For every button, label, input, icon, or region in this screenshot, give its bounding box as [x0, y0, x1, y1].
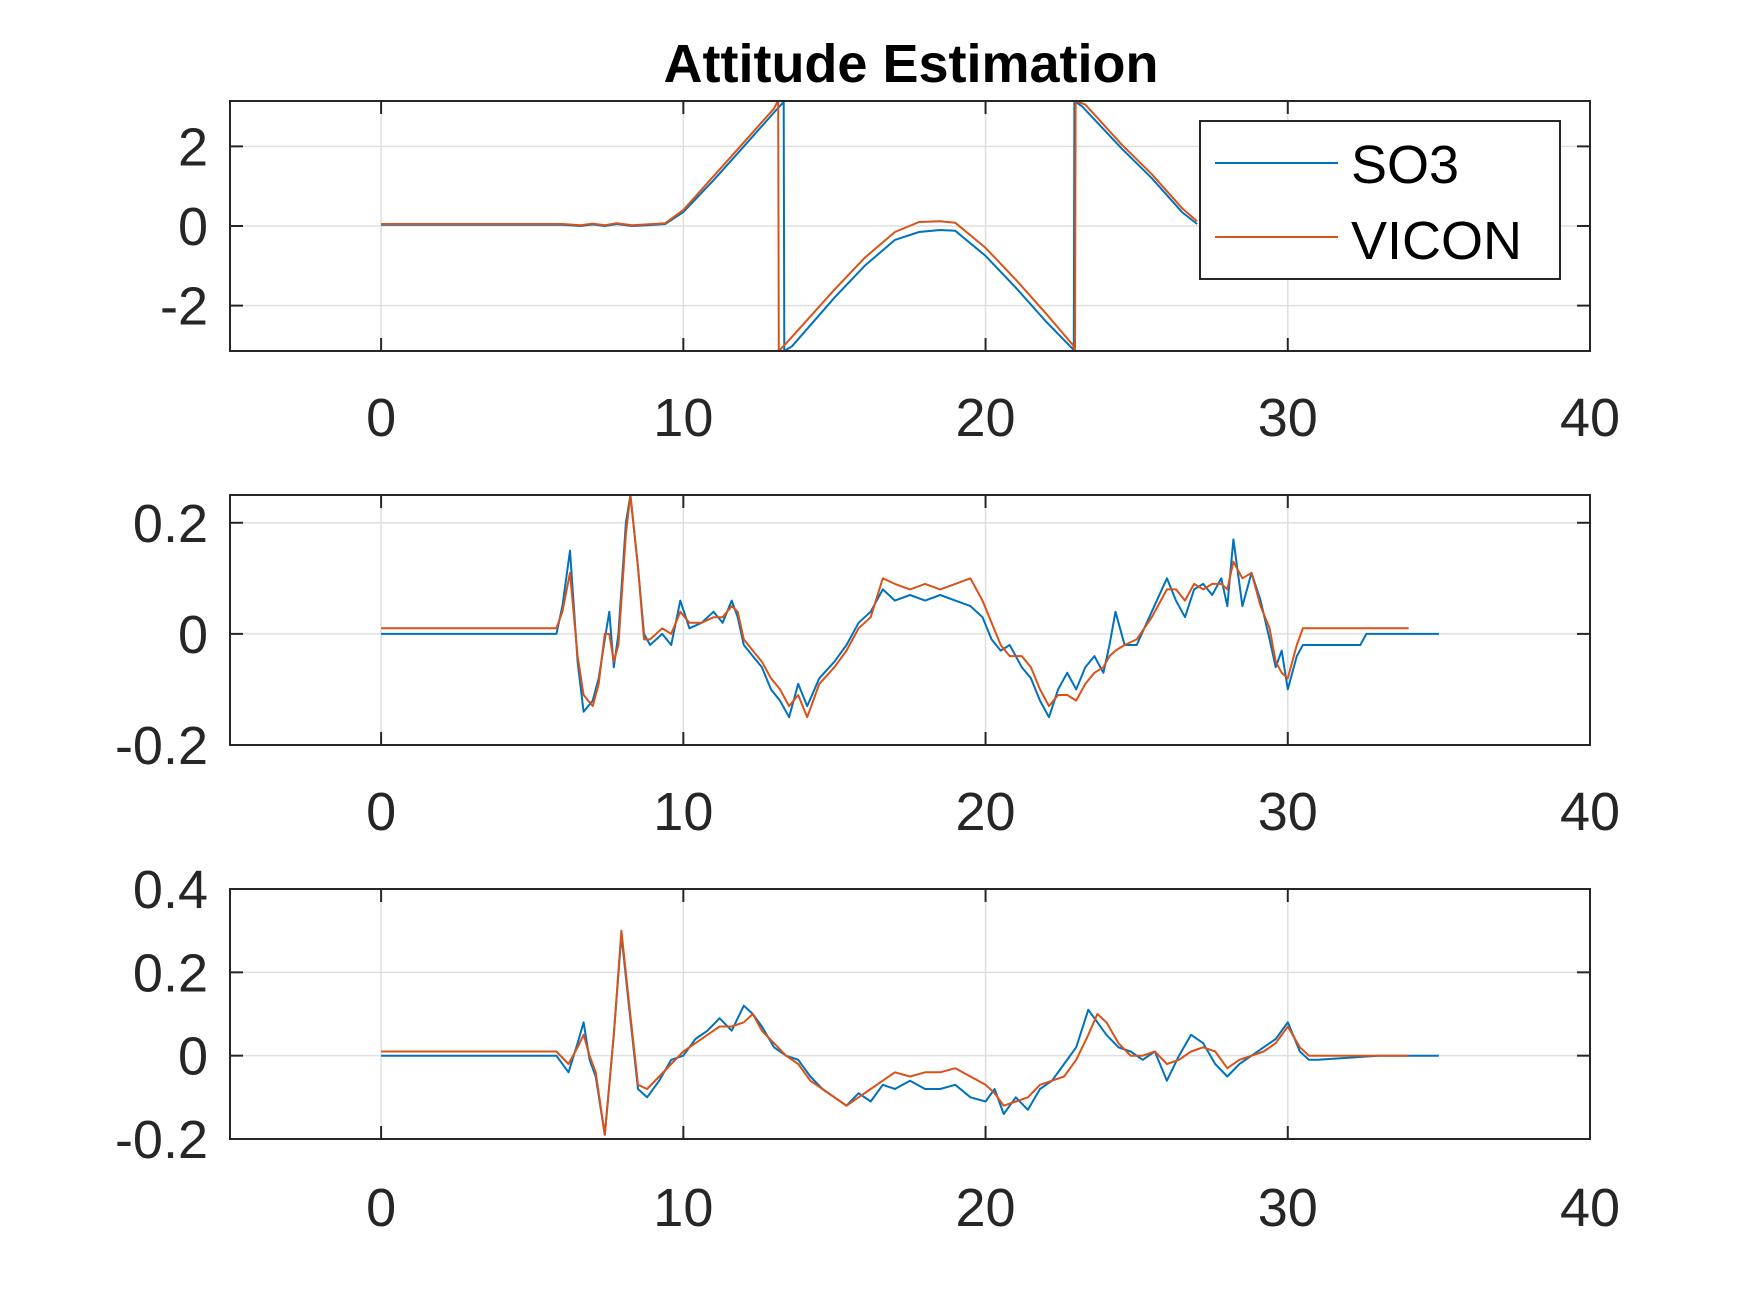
plot-2-x-tick-label: 10 [653, 782, 713, 842]
plot-3-x-tick-label: 0 [366, 1178, 396, 1238]
plot-2-x-tick-label: 0 [366, 782, 396, 842]
plot-3-y-tick-label: -0.2 [115, 1110, 208, 1170]
plot-1-x-tick-label: 10 [653, 388, 713, 448]
plot-2-series-vicon [381, 495, 1409, 719]
plot-2-x-tick-label: 40 [1560, 782, 1620, 842]
plot-1-y-tick-label: 0 [178, 197, 208, 257]
legend: SO3 VICON [1199, 120, 1561, 280]
plot-2-area [230, 495, 1590, 745]
plot-1-series-vicon [381, 101, 1198, 351]
plot-3-x-tick-label: 30 [1258, 1178, 1318, 1238]
plot-3-y-tick-label: 0.2 [133, 943, 208, 1003]
plot-3-series-vicon [381, 929, 1409, 1136]
plot-2-y-tick-label: -0.2 [115, 716, 208, 776]
plot-1-y-tick-label: 2 [178, 117, 208, 177]
plot-3-y-tick-label: 0 [178, 1027, 208, 1087]
plot-2-x-tick-label: 20 [956, 782, 1016, 842]
chart-title: Attitude Estimation [664, 34, 1159, 94]
plot-3-series-so3 [381, 933, 1439, 1136]
attitude-plot-3: 0 10 20 30 40 -0.2 0 0.2 0.4 [115, 860, 1620, 1238]
plot-2-y-tick-label: 0 [178, 605, 208, 665]
plot-2-y-tick-label: 0.2 [133, 494, 208, 554]
plot-3-x-tick-label: 20 [956, 1178, 1016, 1238]
plot-3-x-tick-label: 10 [653, 1178, 713, 1238]
plot-2-x-tick-label: 30 [1258, 782, 1318, 842]
plot-1-x-tick-label: 40 [1560, 388, 1620, 448]
plot-3-y-tick-label: 0.4 [133, 860, 208, 920]
plot-1-x-tick-label: 20 [956, 388, 1016, 448]
attitude-plot-2: 0 10 20 30 40 -0.2 0 0.2 [115, 494, 1620, 842]
legend-box [1199, 120, 1561, 280]
plot-2-frame [229, 494, 1591, 746]
plot-3-x-tick-label: 40 [1560, 1178, 1620, 1238]
plot-1-x-tick-label: 0 [366, 388, 396, 448]
legend-label-so3: SO3 [1351, 135, 1459, 195]
plot-1-x-tick-label: 30 [1258, 388, 1318, 448]
legend-label-vicon: VICON [1351, 211, 1522, 271]
plot-1-y-tick-label: -2 [160, 277, 208, 337]
plot-3-area [230, 889, 1590, 1139]
plot-3-frame [229, 888, 1591, 1140]
